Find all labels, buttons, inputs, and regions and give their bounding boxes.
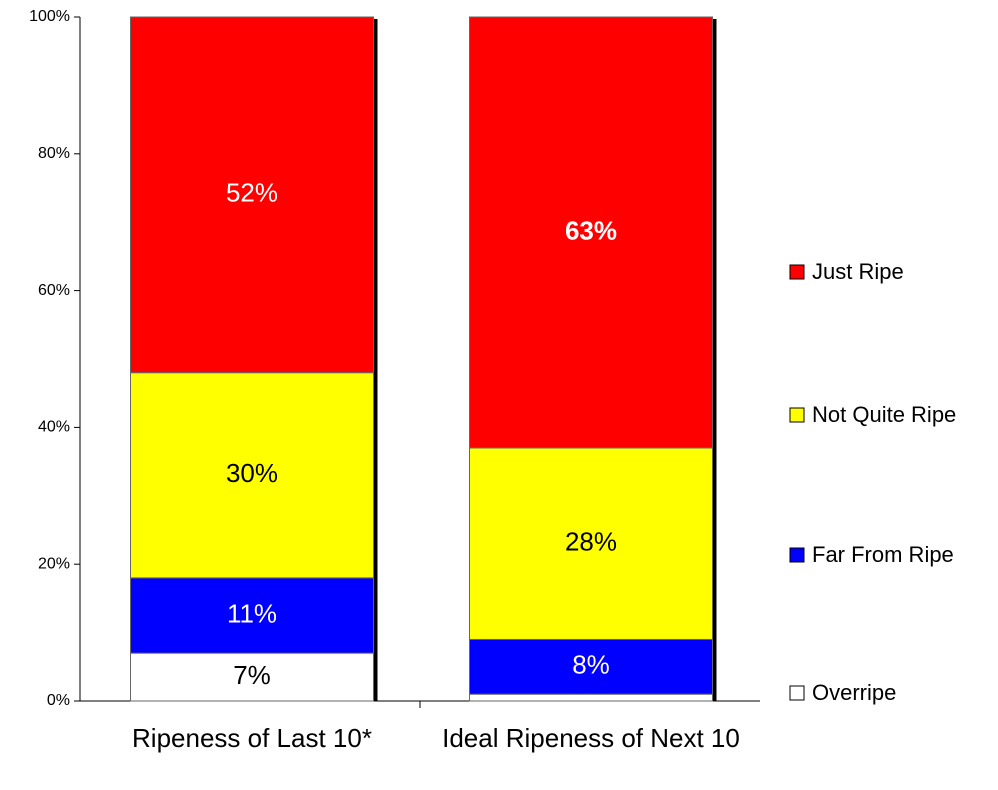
x-tick-label: Ripeness of Last 10* bbox=[132, 723, 372, 753]
value-label: 52% bbox=[226, 178, 278, 208]
value-label: 8% bbox=[572, 650, 610, 680]
value-label: 28% bbox=[565, 527, 617, 557]
bar-segment bbox=[130, 577, 374, 654]
legend-label: Overripe bbox=[812, 680, 896, 705]
legend-label: Far From Ripe bbox=[812, 542, 954, 567]
y-tick-label: 60% bbox=[38, 282, 70, 299]
legend-swatch bbox=[789, 685, 805, 701]
x-tick-label: Ideal Ripeness of Next 10 bbox=[442, 723, 740, 753]
y-tick-label: 40% bbox=[38, 419, 70, 436]
bar-segment bbox=[469, 447, 713, 640]
legend-swatch bbox=[789, 407, 805, 423]
legend-swatch bbox=[789, 264, 805, 280]
bar-segment bbox=[130, 16, 374, 374]
y-tick-label: 80% bbox=[38, 145, 70, 162]
y-tick-label: 100% bbox=[29, 8, 70, 25]
bar-segment bbox=[130, 652, 374, 702]
value-label: 11% bbox=[227, 598, 277, 628]
bar-segment bbox=[469, 638, 713, 695]
legend-label: Not Quite Ripe bbox=[812, 402, 956, 427]
legend-swatch bbox=[789, 547, 805, 563]
value-label: 30% bbox=[226, 458, 278, 488]
bar-segment bbox=[469, 693, 713, 702]
legend-label: Just Ripe bbox=[812, 259, 904, 284]
value-label: 63% bbox=[565, 215, 617, 245]
y-tick-label: 20% bbox=[38, 555, 70, 572]
bar-segment bbox=[469, 16, 713, 449]
y-tick-label: 0% bbox=[47, 692, 70, 709]
value-label: 7% bbox=[233, 660, 271, 690]
